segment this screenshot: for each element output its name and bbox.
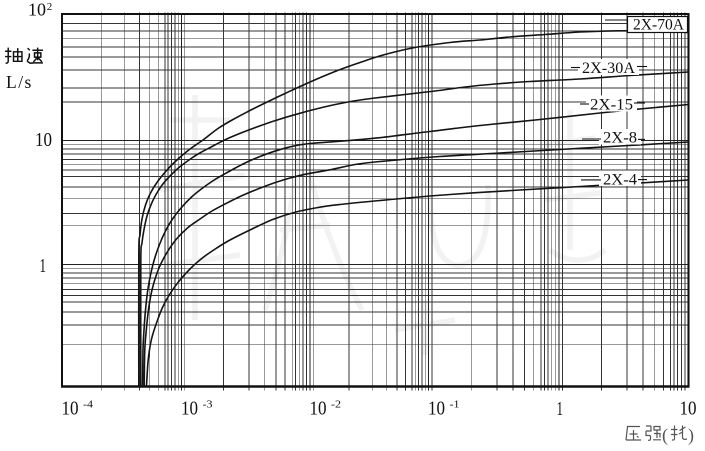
svg-text:-3: -3 (203, 399, 214, 411)
svg-text:2: 2 (47, 1, 53, 13)
svg-text:): ) (688, 425, 694, 446)
svg-text:10: 10 (28, 0, 46, 20)
svg-text:10: 10 (181, 398, 198, 420)
svg-text:L/s: L/s (6, 72, 33, 92)
svg-text:2X-8: 2X-8 (603, 130, 637, 147)
svg-text:-2: -2 (331, 399, 341, 411)
svg-text:2X-15: 2X-15 (590, 97, 633, 114)
svg-text:1: 1 (40, 255, 47, 277)
svg-text:2X-70A: 2X-70A (633, 17, 684, 34)
svg-text:-1: -1 (450, 399, 460, 411)
svg-text:(: ( (662, 425, 668, 446)
svg-text:10: 10 (428, 398, 445, 420)
svg-text:10: 10 (62, 398, 79, 420)
svg-text:10: 10 (35, 129, 52, 151)
svg-text:-4: -4 (83, 399, 94, 411)
svg-text:10: 10 (310, 398, 327, 420)
svg-text:2X-4: 2X-4 (603, 172, 637, 189)
svg-text:2X-30A: 2X-30A (582, 60, 635, 77)
svg-text:1: 1 (557, 398, 564, 420)
svg-text:10: 10 (680, 398, 697, 420)
